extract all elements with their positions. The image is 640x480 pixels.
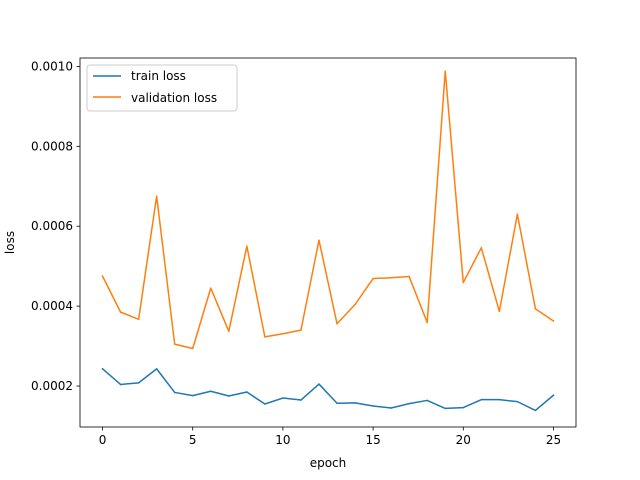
data-point-validation-loss <box>444 70 446 72</box>
data-point-train-loss <box>155 368 158 370</box>
data-point-train-loss <box>318 383 320 385</box>
data-point-train-loss <box>246 391 248 393</box>
legend-label-validation-loss: validation loss <box>131 91 217 105</box>
data-point-validation-loss <box>173 343 176 345</box>
data-point-train-loss <box>354 402 356 404</box>
plot-frame <box>79 57 577 428</box>
y-tick-label: 0.0010 <box>31 59 73 73</box>
data-point-validation-loss <box>408 275 410 278</box>
data-point-validation-loss <box>210 287 212 289</box>
data-point-validation-loss <box>119 311 122 313</box>
data-point-train-loss <box>426 399 428 402</box>
data-point-train-loss <box>462 406 465 409</box>
data-point-validation-loss <box>246 245 248 247</box>
x-tick-label: 10 <box>275 433 290 447</box>
data-point-validation-loss <box>462 281 465 284</box>
data-point-validation-loss <box>101 275 104 277</box>
data-point-validation-loss <box>516 213 519 215</box>
data-point-validation-loss <box>498 310 501 313</box>
data-point-validation-loss <box>282 332 284 335</box>
data-point-validation-loss <box>191 347 194 350</box>
data-point-train-loss <box>282 397 284 399</box>
data-point-validation-loss <box>372 277 374 280</box>
x-axis-label: epoch <box>310 456 347 470</box>
data-point-validation-loss <box>426 321 428 324</box>
x-ticks: 0 5 10 15 20 25 <box>99 427 561 447</box>
series-line-train-loss <box>101 367 555 412</box>
data-point-train-loss <box>480 398 483 401</box>
data-point-train-loss <box>300 399 302 401</box>
data-point-train-loss <box>372 405 374 407</box>
x-tick-label: 0 <box>99 433 107 447</box>
data-point-train-loss <box>534 409 537 412</box>
data-point-train-loss <box>191 394 194 397</box>
data-point-train-loss <box>408 402 410 405</box>
data-point-train-loss <box>119 383 122 386</box>
data-point-train-loss <box>264 403 266 405</box>
x-tick-label: 20 <box>456 433 471 447</box>
data-point-validation-loss <box>264 336 266 338</box>
data-point-train-loss <box>444 407 446 410</box>
data-point-validation-loss <box>480 247 483 249</box>
series-line-validation-loss <box>101 70 555 350</box>
legend-label-train-loss: train loss <box>131 69 186 83</box>
legend-box <box>86 64 238 112</box>
data-point-train-loss <box>101 368 104 370</box>
data-point-validation-loss <box>228 330 230 333</box>
data-point-train-loss <box>228 395 230 397</box>
data-point-train-loss <box>390 407 392 409</box>
series-layer <box>101 70 555 412</box>
data-point-validation-loss <box>137 318 140 321</box>
data-point-train-loss <box>516 400 519 403</box>
data-point-validation-loss <box>300 329 302 331</box>
x-tick-label: 15 <box>365 433 380 447</box>
y-tick-label: 0.0004 <box>31 299 73 313</box>
x-tick-label: 5 <box>189 433 197 447</box>
data-point-train-loss <box>173 391 176 394</box>
x-tick-label: 25 <box>546 433 561 447</box>
legend: train loss validation loss <box>86 64 238 112</box>
data-point-train-loss <box>498 398 501 401</box>
data-point-train-loss <box>137 382 140 384</box>
data-point-validation-loss <box>155 195 158 197</box>
data-point-validation-loss <box>390 277 392 279</box>
y-tick-label: 0.0002 <box>31 379 73 393</box>
y-axis-label: loss <box>3 231 17 254</box>
data-point-validation-loss <box>534 308 537 310</box>
data-point-train-loss <box>552 394 555 396</box>
plot-area <box>80 58 576 427</box>
data-point-validation-loss <box>552 320 555 322</box>
y-tick-label: 0.0006 <box>31 219 73 233</box>
data-point-train-loss <box>336 402 338 404</box>
data-point-validation-loss <box>354 303 356 306</box>
axes-layer <box>79 57 577 428</box>
data-point-validation-loss <box>336 322 338 325</box>
y-ticks: 0.0002 0.0004 0.0006 0.0008 0.0010 <box>31 59 80 393</box>
y-tick-label: 0.0008 <box>31 139 73 153</box>
data-point-validation-loss <box>318 239 320 241</box>
data-point-train-loss <box>210 390 212 392</box>
